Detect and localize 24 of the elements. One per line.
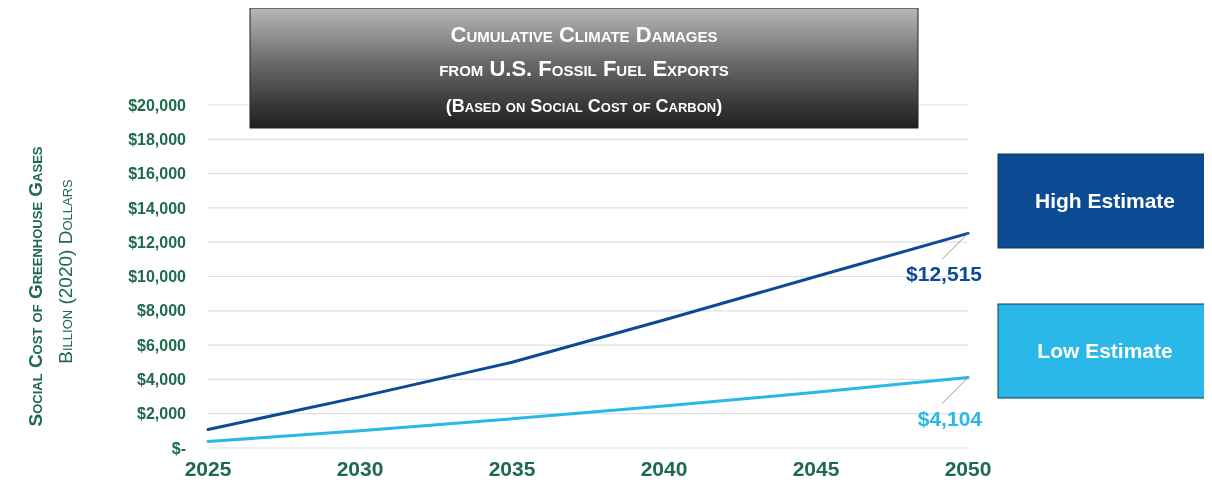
text: High Estimate [1034, 189, 1176, 213]
x-tick-label: 2035 [488, 457, 536, 480]
y-axis-title: Social Cost of Greenhouse Gases Billion (2020) Dollars [25, 146, 76, 427]
y-tick-label: $10,000 [128, 268, 187, 286]
y-tick-label: $18,000 [128, 130, 187, 148]
annotation: $12,515 [906, 262, 983, 286]
y-tick-label: $2,000 [137, 405, 187, 423]
x-tick-label: 2030 [336, 457, 384, 480]
annotation: $4,104 [917, 406, 983, 430]
x-tick-label: 2025 [184, 457, 232, 480]
text: Low Estimate [1037, 339, 1173, 363]
y-tick-label: $4,000 [137, 371, 187, 388]
chart-title: Cumulative Climate Damages from U.S. Fossil Fuel Exports [439, 22, 729, 81]
y-tick-label: $12,000 [128, 233, 187, 251]
y-tick-label: $- [171, 439, 186, 457]
x-tick-label: 2045 [792, 457, 840, 480]
y-tick-label: $6,000 [137, 336, 187, 354]
chart-subtitle: (Based on Social Cost of Carbon) [445, 96, 723, 116]
y-tick-label: $20,000 [128, 96, 187, 114]
y-tick-label: $14,000 [128, 199, 187, 217]
x-tick-label: 2040 [640, 457, 688, 480]
y-tick-label: $16,000 [128, 165, 187, 183]
x-tick-label: 2050 [944, 457, 992, 480]
y-tick-label: $8,000 [137, 302, 187, 320]
